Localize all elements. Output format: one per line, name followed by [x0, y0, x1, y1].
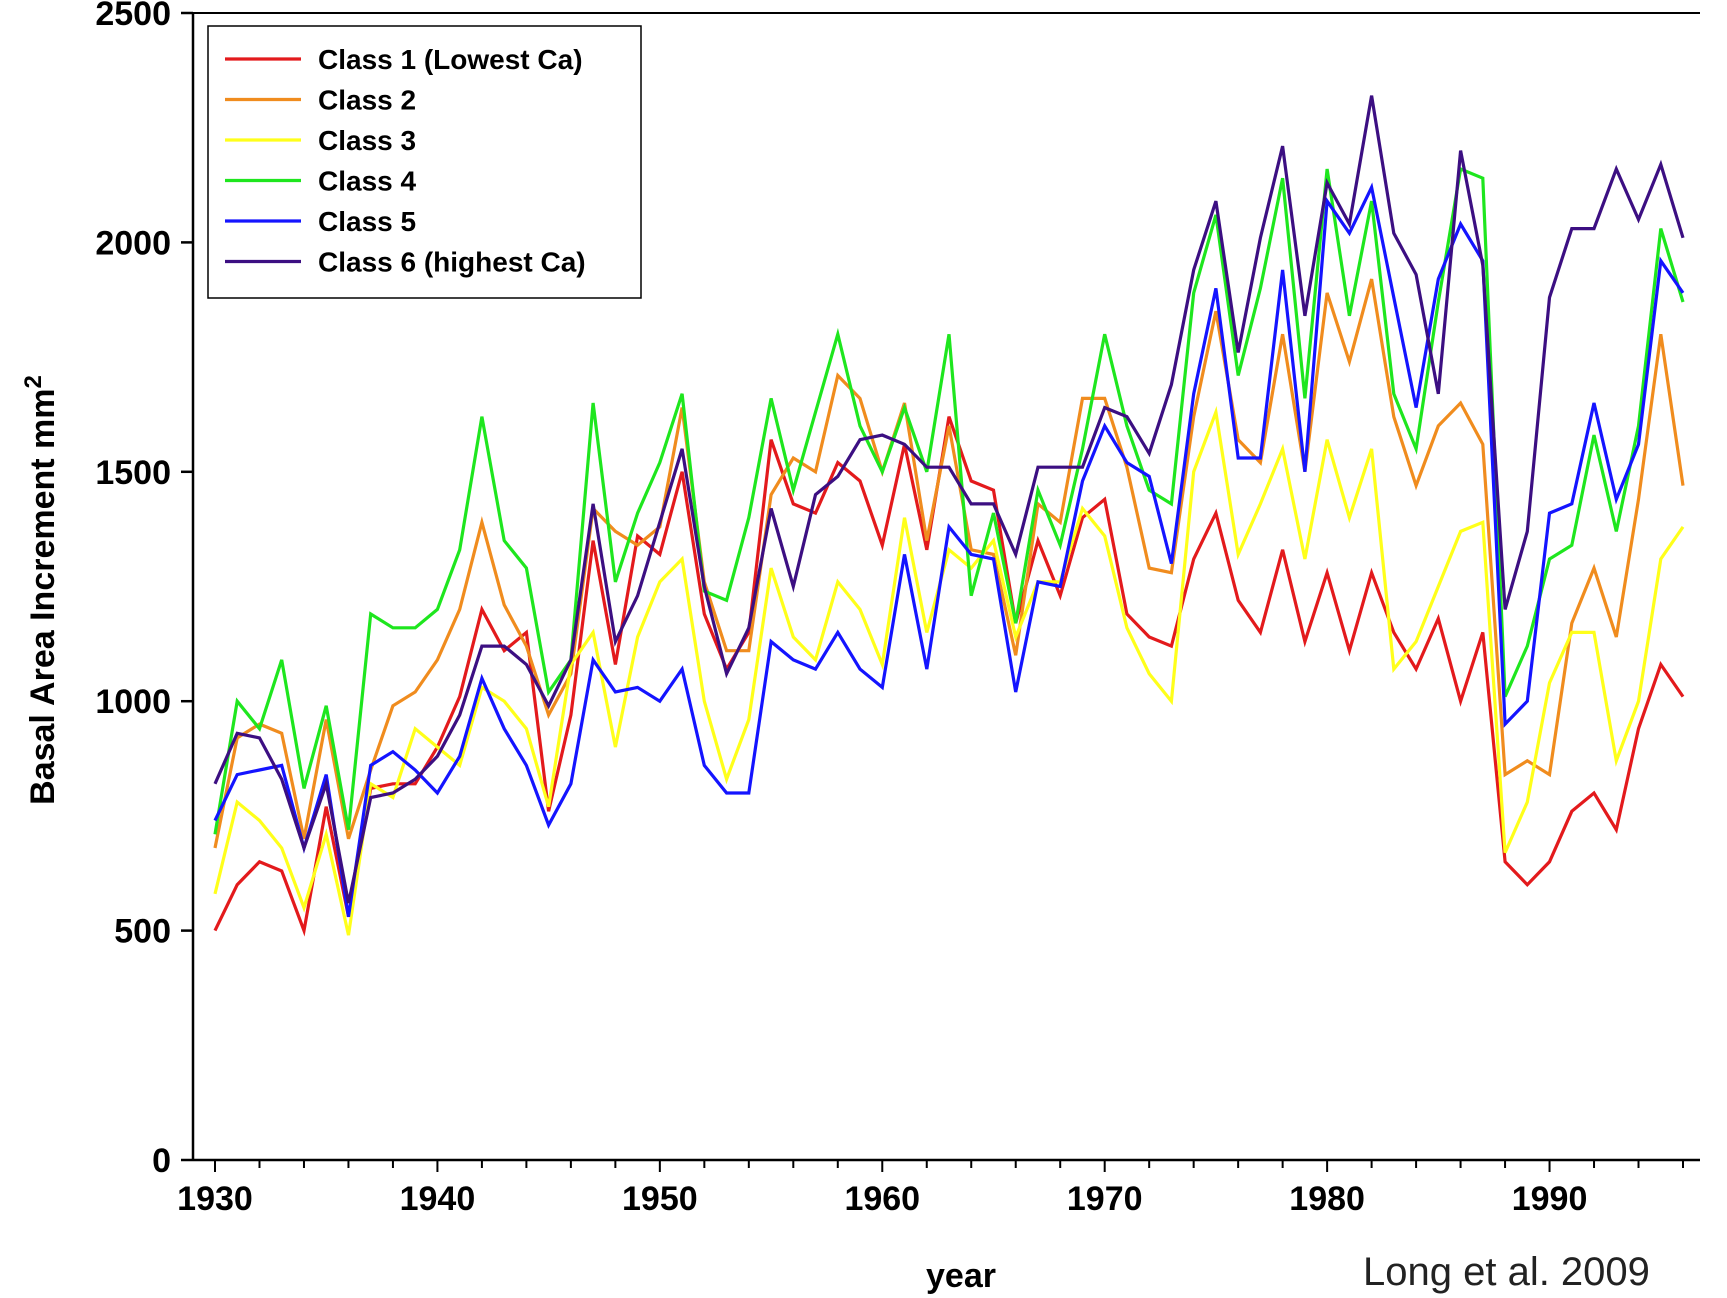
legend-label-class-3: Class 3	[318, 125, 416, 156]
y-axis-title: Basal Area Increment mm2	[20, 375, 63, 805]
x-tick-label: 1930	[177, 1180, 253, 1218]
legend-label-class-2: Class 2	[318, 85, 416, 116]
legend: Class 1 (Lowest Ca) Class 2 Class 3 Class 4…	[207, 25, 642, 299]
y-axis-ticks: 0 500 1000 1500 2000 2500	[95, 0, 193, 1180]
x-tick-label: 1970	[1067, 1180, 1143, 1218]
x-axis-ticks: 1930 1940 1950 1960 1970 1980 1990	[177, 1160, 1684, 1218]
series-line-class-2	[213, 278, 1685, 849]
legend-label-class-5: Class 5	[318, 206, 416, 237]
series-line-class-5	[213, 182, 1685, 918]
series-line-class-4	[213, 166, 1685, 835]
y-axis-title-text: Basal Area Increment mm	[24, 388, 62, 804]
series-lines	[213, 95, 1685, 937]
x-tick-label: 1990	[1512, 1180, 1588, 1218]
legend-label-class-6: Class 6 (highest Ca)	[318, 247, 586, 278]
series-line-class-6	[213, 95, 1685, 904]
legend-box	[207, 25, 642, 299]
x-tick-label: 1940	[400, 1180, 476, 1218]
y-tick-label: 500	[114, 913, 171, 951]
y-tick-label: 0	[152, 1142, 171, 1180]
legend-label-class-1: Class 1 (Lowest Ca)	[318, 44, 583, 75]
y-axis-title-superscript: 2	[20, 375, 47, 388]
y-tick-label: 2500	[95, 0, 171, 33]
x-tick-label: 1950	[622, 1180, 698, 1218]
x-axis-title: year	[926, 1257, 996, 1295]
y-tick-label: 1500	[95, 454, 171, 492]
x-tick-label: 1960	[844, 1180, 920, 1218]
plot-area: 0 500 1000 1500 2000 2500 1930 1940 1950 1960 197…	[95, 0, 1700, 1218]
y-tick-label: 2000	[95, 224, 171, 262]
x-tick-label: 1980	[1289, 1180, 1365, 1218]
citation-text: Long et al. 2009	[1363, 1250, 1650, 1294]
series-line-class-3	[213, 405, 1685, 936]
y-tick-label: 1000	[95, 683, 171, 721]
series-line-class-1	[213, 416, 1685, 937]
legend-label-class-4: Class 4	[318, 166, 416, 197]
